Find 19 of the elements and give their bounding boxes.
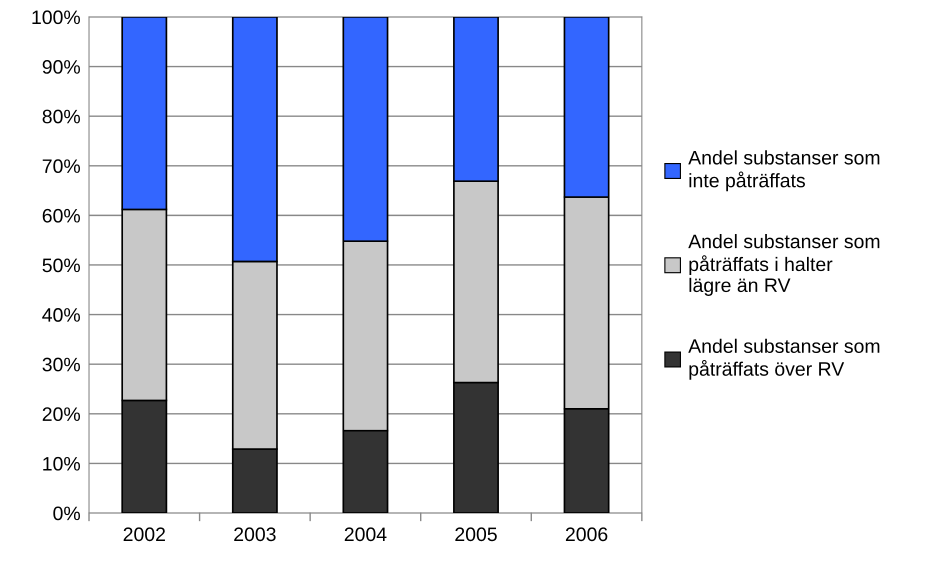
y-tick-label: 20% <box>42 407 80 422</box>
x-tick-label: 2003 <box>234 527 276 542</box>
x-tick-label: 2006 <box>566 527 608 542</box>
y-tick-label: 100% <box>32 10 80 24</box>
y-tick-label: 0% <box>53 506 80 520</box>
y-tick-label: 40% <box>42 308 80 322</box>
y-tick-label: 80% <box>42 110 80 124</box>
y-tick-label: 50% <box>42 258 80 272</box>
y-tick-label: 60% <box>42 208 80 223</box>
y-tick-label: 10% <box>43 456 80 471</box>
x-tick-label: 2004 <box>344 527 386 542</box>
legend-label: Andel substanser som inte påträffats <box>688 150 880 192</box>
x-tick-label: 2005 <box>455 527 497 542</box>
legend-label: Andel substanser som påträffats i halter lägre än RV <box>688 234 880 296</box>
y-tick-label: 70% <box>42 159 80 174</box>
y-tick-label: 90% <box>42 60 80 74</box>
x-tick-label: 2002 <box>124 527 165 542</box>
y-tick-label: 30% <box>42 358 80 372</box>
legend-label: Andel substanser som påträffats över RV <box>688 338 880 380</box>
